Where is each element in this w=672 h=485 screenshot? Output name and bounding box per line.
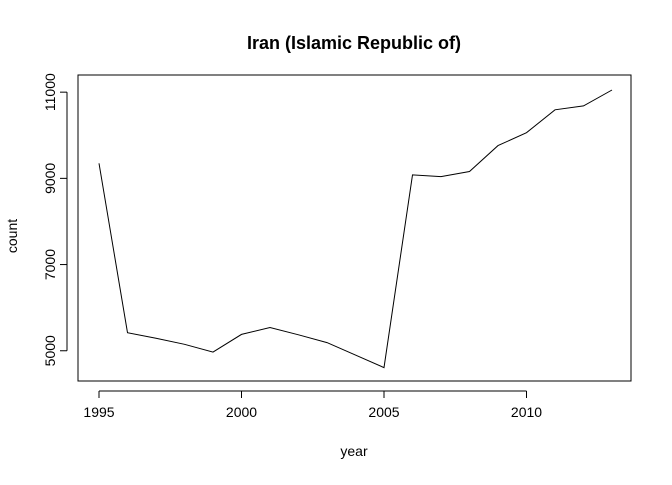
- x-tick-label: 2010: [511, 404, 542, 420]
- y-tick-label: 7000: [42, 249, 58, 280]
- y-tick-label: 5000: [42, 335, 58, 366]
- y-tick-label: 9000: [42, 163, 58, 194]
- plot-box: [77, 74, 632, 382]
- chart-title: Iran (Islamic Republic of): [247, 33, 461, 53]
- y-axis-label: count: [4, 219, 20, 253]
- series-line: [98, 89, 613, 369]
- series-layer: [98, 89, 613, 369]
- x-axis: 1995 2000 2005 2010: [83, 390, 542, 420]
- y-axis: 5000 7000 9000 11000: [42, 73, 68, 366]
- x-tick-label: 2005: [368, 404, 399, 420]
- x-axis-label: year: [340, 443, 368, 459]
- y-tick-label: 11000: [42, 73, 58, 111]
- x-tick-label: 2000: [226, 404, 257, 420]
- x-tick-label: 1995: [83, 404, 114, 420]
